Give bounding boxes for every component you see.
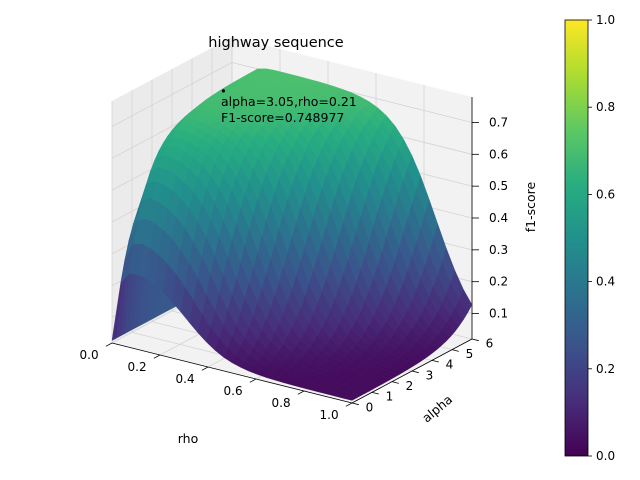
z-tick-label: 0.5 bbox=[489, 179, 508, 193]
colorbar-tick-label: 0.6 bbox=[596, 187, 615, 201]
x-tick-labels: 0.0 0.2 0.4 0.6 0.8 1.0 bbox=[80, 348, 339, 422]
colorbar: 0.0 0.2 0.4 0.6 0.8 1.0 bbox=[564, 13, 615, 463]
x-tick bbox=[105, 342, 113, 347]
x-tick bbox=[153, 354, 161, 359]
z-tick-label: 0.1 bbox=[489, 307, 508, 321]
z-tick-labels: 0.1 0.2 0.3 0.4 0.5 0.6 0.7 bbox=[489, 116, 508, 321]
surface-plot bbox=[111, 68, 473, 401]
colorbar-gradient bbox=[564, 19, 589, 457]
y-tick-label: 4 bbox=[446, 358, 454, 372]
z-tick-label: 0.3 bbox=[489, 243, 508, 257]
z-tick-label: 0.2 bbox=[489, 275, 508, 289]
z-axis-label: f1-score bbox=[523, 181, 538, 232]
annotation-line-1: alpha=3.05,rho=0.21 bbox=[221, 94, 357, 109]
colorbar-tick-label: 1.0 bbox=[596, 13, 615, 27]
x-axis-label: rho bbox=[178, 431, 199, 446]
y-tick-label: 1 bbox=[386, 390, 394, 404]
colorbar-tick-label: 0.8 bbox=[596, 100, 615, 114]
y-tick-label: 6 bbox=[486, 336, 494, 350]
tick-marks bbox=[105, 122, 479, 407]
z-tick-label: 0.4 bbox=[489, 211, 508, 225]
x-axis-line bbox=[111, 342, 353, 404]
x-tick-label: 1.0 bbox=[320, 408, 339, 422]
y-tick bbox=[411, 370, 419, 374]
y-tick-label: 5 bbox=[466, 347, 474, 361]
x-tick bbox=[345, 402, 353, 407]
annotation-line-2: F1-score=0.748977 bbox=[221, 110, 344, 125]
y-tick bbox=[451, 349, 459, 352]
y-axis-label: alpha bbox=[419, 392, 455, 426]
x-tick bbox=[249, 378, 257, 383]
colorbar-tick-label: 0.2 bbox=[596, 362, 615, 376]
y-tick-label: 2 bbox=[406, 379, 414, 393]
colorbar-tick-label: 0.0 bbox=[596, 449, 615, 463]
x-tick-label: 0.0 bbox=[80, 348, 99, 362]
chart-title: highway sequence bbox=[208, 35, 343, 51]
x-tick-label: 0.8 bbox=[272, 396, 291, 410]
surface-cell bbox=[342, 395, 357, 401]
y-tick bbox=[471, 338, 479, 342]
y-tick bbox=[371, 391, 379, 395]
y-tick-label: 0 bbox=[366, 400, 374, 414]
colorbar-tick-label: 0.4 bbox=[596, 275, 615, 289]
y-tick bbox=[391, 381, 399, 384]
y-tick bbox=[351, 402, 359, 406]
z-tick-label: 0.6 bbox=[489, 147, 508, 161]
x-tick-label: 0.2 bbox=[128, 360, 147, 374]
x-tick-label: 0.6 bbox=[224, 384, 243, 398]
annotation-marker bbox=[221, 89, 225, 93]
x-tick bbox=[201, 366, 209, 371]
z-tick-label: 0.7 bbox=[489, 116, 508, 130]
x-tick bbox=[297, 390, 305, 395]
x-tick-label: 0.4 bbox=[176, 372, 195, 386]
annotation: alpha=3.05,rho=0.21 F1-score=0.748977 bbox=[221, 89, 357, 125]
y-tick-label: 3 bbox=[426, 368, 434, 382]
colorbar-ticks: 0.0 0.2 0.4 0.6 0.8 1.0 bbox=[588, 13, 615, 463]
grid-z-left bbox=[111, 62, 233, 127]
y-tick bbox=[431, 359, 439, 363]
